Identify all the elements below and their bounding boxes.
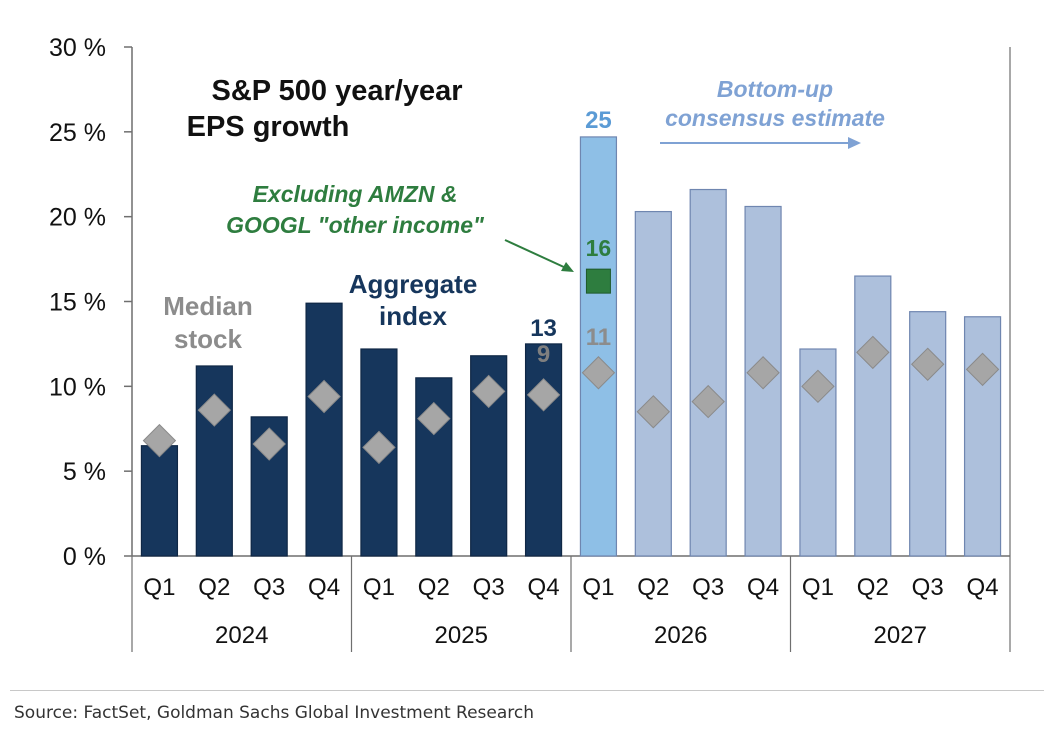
y-tick-label: 5 % — [63, 458, 106, 486]
year-label: 2024 — [215, 622, 268, 649]
x-category-label: Q1 — [363, 574, 395, 601]
y-tick-label: 10 % — [49, 373, 106, 401]
bar — [305, 302, 343, 557]
bar — [634, 210, 672, 557]
x-category-label: Q1 — [143, 574, 175, 601]
median-stock-marker — [197, 393, 232, 427]
year-label: 2026 — [654, 622, 707, 649]
excluding-marker — [585, 268, 611, 294]
median-stock-marker — [636, 395, 671, 429]
x-category-label: Q3 — [912, 574, 944, 601]
bar — [140, 445, 179, 557]
y-tick-label: 30 % — [49, 34, 106, 62]
median-stock-marker — [526, 378, 561, 412]
source-note: Source: FactSet, Goldman Sachs Global In… — [14, 703, 535, 723]
x-category-label: Q4 — [967, 574, 999, 601]
median-stock-marker — [856, 335, 890, 370]
data-label: 11 — [586, 324, 611, 351]
data-labels: 25 139 11 — [530, 107, 612, 368]
bar — [689, 188, 727, 557]
x-category-label: Q2 — [198, 574, 230, 601]
bar — [854, 275, 892, 557]
source-divider — [10, 690, 1044, 691]
median-stock-label-line1: Median — [163, 291, 253, 321]
median-stock-marker — [746, 356, 780, 390]
x-category-label: Q4 — [528, 574, 560, 601]
y-tick-label: 15 % — [49, 289, 106, 317]
chart-subtitle: EPS growth — [187, 111, 350, 143]
x-category-label: Q2 — [857, 574, 889, 601]
median-stock-marker — [252, 427, 286, 461]
bar — [524, 343, 563, 557]
aggregate-index-label-line2: index — [379, 301, 447, 331]
x-category-label: Q3 — [692, 574, 724, 601]
consensus-arrow — [660, 137, 861, 149]
data-label: 13 — [530, 315, 557, 342]
x-category-label: Q4 — [308, 574, 340, 601]
x-category-label: Q1 — [582, 574, 614, 601]
median-stock-marker — [691, 384, 725, 419]
aggregate-index-label-line1: Aggregate — [349, 269, 478, 299]
y-tick-label: 20 % — [49, 204, 106, 232]
excluding-value-label: 16 — [586, 235, 612, 261]
x-category-label: Q3 — [253, 574, 285, 601]
median-stock-marker — [417, 401, 451, 436]
consensus-label-line1: Bottom-up — [717, 76, 833, 102]
y-tick-label: 25 % — [49, 119, 106, 147]
bar — [963, 316, 1002, 557]
median-stock-marker — [965, 352, 1000, 387]
x-axis-years: 2024 2025 2026 2027 — [215, 622, 927, 649]
median-stock-marker — [910, 347, 945, 381]
x-category-label: Q2 — [637, 574, 669, 601]
data-label: 9 — [537, 341, 550, 368]
excluding-arrow — [504, 239, 574, 272]
bar — [579, 136, 618, 557]
data-label: 25 — [585, 107, 612, 134]
y-tick-label: 0 % — [63, 543, 106, 571]
median-stock-marker — [142, 423, 177, 458]
excluding-label-line2: GOOGL "other income" — [226, 212, 485, 238]
x-axis-categories: Q1 Q2 Q3 Q4 Q1 Q2 Q3 Q4 Q1 Q2 Q3 Q4 Q1 Q2 Q3 Q4 — [143, 574, 998, 601]
x-category-label: Q4 — [747, 574, 779, 601]
x-category-label: Q3 — [473, 574, 505, 601]
median-stock-marker — [307, 379, 341, 414]
median-stock-marker — [581, 356, 616, 390]
x-category-label: Q1 — [802, 574, 834, 601]
chart: 0 % 5 % 10 % 15 % 20 % 25 % 30 % 16 25 139 11 Q1… — [49, 34, 1011, 652]
median-stock-label-line2: stock — [174, 324, 242, 354]
y-axis-ticks: 0 % 5 % 10 % 15 % 20 % 25 % 30 % — [49, 34, 132, 571]
median-stock-marker — [471, 374, 506, 409]
year-label: 2025 — [435, 622, 488, 649]
median-stock-marker — [362, 430, 396, 465]
excluding-label-line1: Excluding AMZN & — [253, 181, 458, 207]
median-stock-marker — [801, 369, 835, 404]
year-label: 2027 — [874, 622, 927, 649]
excluding-marker-group: 16 — [585, 235, 612, 294]
median-stock-markers — [142, 335, 1000, 465]
x-category-label: Q2 — [418, 574, 450, 601]
consensus-label-line2: consensus estimate — [665, 105, 885, 131]
chart-title: S&P 500 year/year — [211, 75, 462, 107]
